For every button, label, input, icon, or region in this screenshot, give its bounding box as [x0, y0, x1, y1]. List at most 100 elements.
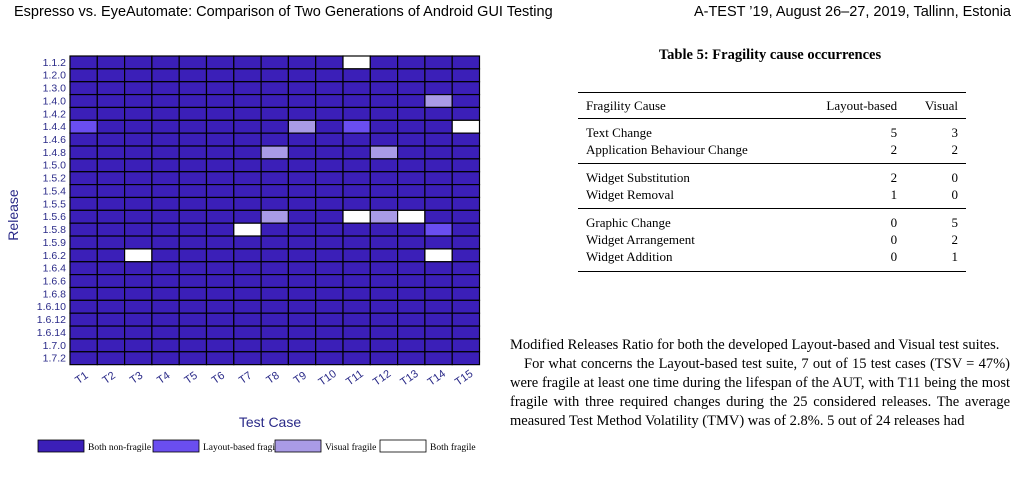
heatmap-cell [205, 145, 235, 160]
heatmap-cell [123, 132, 153, 147]
heatmap-cell [315, 196, 344, 211]
heatmap-cell [342, 55, 371, 70]
heatmap-cell [424, 351, 453, 366]
heatmap-cell [397, 338, 426, 353]
heatmap-cell [178, 93, 208, 109]
heatmap-cell [233, 222, 262, 237]
heatmap-cell [151, 81, 180, 96]
heatmap-cell [397, 235, 426, 250]
heatmap-cell [96, 248, 126, 263]
table-row: Text Change 5 3 [578, 118, 966, 141]
heatmap-cell [342, 351, 371, 366]
heatmap-cell [315, 81, 344, 96]
heatmap-cell [397, 55, 426, 70]
heatmap-cell [96, 119, 126, 134]
y-axis-title: Release [5, 189, 21, 241]
heatmap-cell [424, 286, 453, 301]
heatmap-cell [424, 81, 453, 96]
heatmap-cell [369, 145, 399, 160]
heatmap-cell [397, 106, 426, 121]
x-axis-title: Test Case [239, 414, 301, 430]
heatmap-cell [123, 222, 153, 237]
heatmap-cell [451, 81, 481, 96]
heatmap-cell [287, 351, 317, 366]
heatmap-cell [123, 299, 153, 314]
heatmap-cell [205, 248, 235, 263]
heatmap-cell [287, 274, 317, 289]
heatmap-cell [123, 119, 153, 134]
heatmap-cell [123, 274, 153, 289]
y-tick-label: 1.4.6 [43, 134, 67, 146]
heatmap-cell [123, 286, 153, 301]
heatmap-cell [233, 119, 262, 134]
heatmap-cells [69, 55, 481, 366]
heatmap-cell [287, 106, 317, 121]
heatmap-cell [205, 106, 235, 121]
heatmap-cell [123, 145, 153, 160]
heatmap-cell [424, 209, 453, 224]
cell-cause: Widget Addition [578, 248, 798, 272]
heatmap-cell [287, 325, 317, 340]
heatmap-cell [96, 145, 126, 160]
y-tick-label: 1.4.2 [43, 108, 67, 120]
heatmap-cell [151, 235, 180, 250]
heatmap-cell [123, 106, 153, 121]
heatmap-cell [451, 68, 481, 83]
y-tick-label: 1.5.2 [43, 173, 67, 185]
heatmap-cell [342, 325, 371, 340]
heatmap-cell [260, 158, 290, 173]
heatmap-cell [287, 158, 317, 173]
heatmap-cell [451, 145, 481, 160]
heatmap-cell [315, 235, 344, 250]
heatmap-cell [424, 158, 453, 173]
heatmap-cell [424, 184, 453, 199]
heatmap-cell [69, 248, 98, 263]
heatmap-cell [260, 132, 290, 147]
y-tick-label: 1.5.8 [43, 224, 67, 236]
y-tick-label: 1.6.14 [37, 327, 66, 339]
heatmap-cell [69, 286, 98, 301]
heatmap-cell [424, 145, 453, 160]
heatmap-cell [96, 81, 126, 96]
legend-swatch [152, 439, 200, 453]
heatmap-cell [151, 299, 180, 314]
table-header-row: Fragility Cause Layout-based Visual [578, 92, 966, 119]
heatmap-cell [342, 196, 371, 211]
cell-visual: 3 [905, 118, 966, 141]
heatmap-cell [342, 338, 371, 353]
heatmap-cell [424, 55, 453, 70]
heatmap-cell [424, 119, 453, 134]
heatmap-cell [233, 351, 262, 366]
heatmap-cell [69, 325, 98, 340]
y-tick-label: 1.4.4 [43, 121, 67, 133]
heatmap-cell [287, 312, 317, 327]
heatmap-cell [205, 351, 235, 366]
heatmap-cell [397, 119, 426, 134]
heatmap-cell [151, 274, 180, 289]
heatmap-cell [178, 299, 208, 314]
heatmap-cell [69, 209, 98, 224]
heatmap-cell [451, 171, 481, 186]
x-tick-label: T4 [155, 370, 172, 387]
heatmap-cell [424, 261, 453, 276]
heatmap-cell [260, 274, 290, 289]
heatmap-cell [315, 248, 344, 263]
y-tick-label: 1.5.0 [43, 160, 67, 172]
heatmap-cell [315, 68, 344, 83]
heatmap-cell [69, 184, 98, 199]
heatmap-cell [96, 158, 126, 173]
header-visual: Visual [905, 92, 966, 119]
heatmap-cell [69, 299, 98, 314]
heatmap-cell [315, 132, 344, 147]
x-tick-label: T3 [128, 370, 145, 387]
heatmap-cell [424, 222, 453, 237]
heatmap-cell [369, 184, 399, 199]
heatmap-cell [151, 55, 180, 70]
heatmap-cell [178, 209, 208, 224]
heatmap-cell [151, 158, 180, 173]
heatmap-cell [424, 93, 453, 109]
x-tick-label: T1 [73, 370, 90, 387]
heatmap-cell [205, 209, 235, 224]
heatmap-cell [397, 351, 426, 366]
heatmap-cell [260, 171, 290, 186]
